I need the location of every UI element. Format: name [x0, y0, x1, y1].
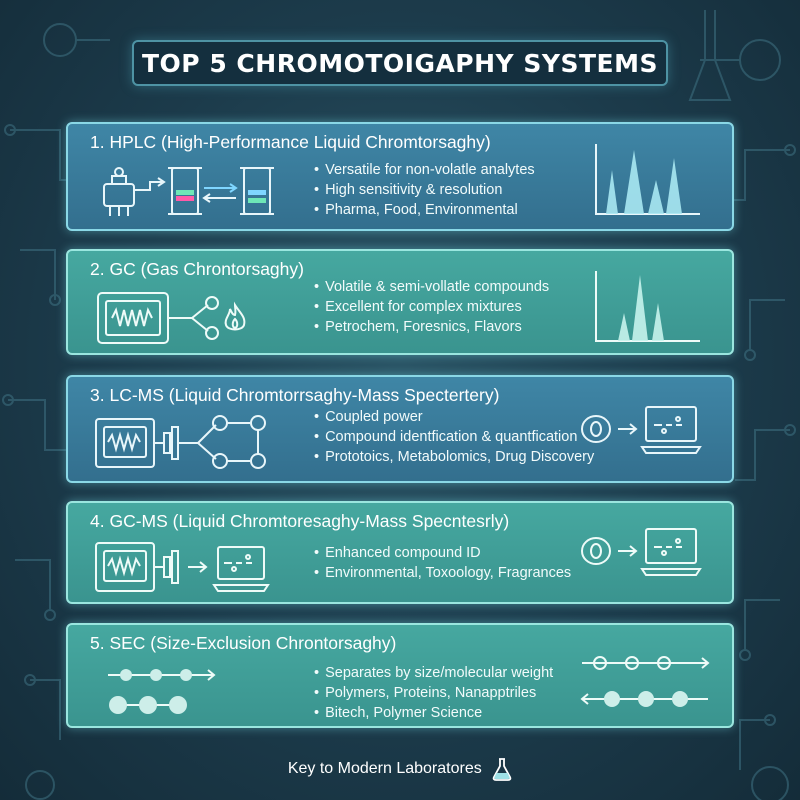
card-gc-ms: 4. GC-MS (Liquid Chromtoresaghy-Mass Spe… — [66, 501, 734, 604]
card-sec: 5. SEC (Size-Exclusion Chrontorsaghy) Se… — [66, 623, 734, 728]
flask-icon — [492, 758, 512, 781]
monitor-icon — [640, 406, 702, 454]
footer: Key to Modern Laboratores — [0, 757, 800, 781]
card-gc: 2. GC (Gas Chrontorsaghy) Volatile & sem… — [66, 249, 734, 355]
bullet-item: Excellent for complex mixtures — [314, 297, 549, 317]
bullet-item: High sensitivity & resolution — [314, 180, 535, 200]
bullet-item: Environmental, Toxoology, Fragrances — [314, 563, 571, 583]
gc-oven-icon — [97, 292, 219, 344]
card-title: 1. HPLC (High-Performance Liquid Chromto… — [90, 132, 491, 152]
chromatogram-peaks-icon — [595, 271, 700, 342]
mass-spec-icon — [95, 542, 270, 592]
bullet-list: Volatile & semi-vollatle compounds Excel… — [314, 277, 549, 337]
bullet-item: Coupled power — [314, 407, 594, 427]
card-hplc: 1. HPLC (High-Performance Liquid Chromto… — [66, 122, 734, 231]
footer-text: Key to Modern Laboratores — [287, 760, 482, 778]
mass-spec-icon — [95, 415, 266, 469]
detector-icon — [581, 415, 638, 443]
monitor-icon — [640, 528, 702, 576]
card-title: 3. LC-MS (Liquid Chromtorrsaghy-Mass Spe… — [90, 385, 500, 405]
bullet-item: Pharma, Food, Environmental — [314, 200, 535, 220]
bullet-item: Compound identfication & quantfication — [314, 427, 594, 447]
chromatogram-peaks-icon — [595, 144, 700, 215]
bullet-item: Separates by size/molecular weight — [314, 663, 553, 683]
hplc-apparatus-icon — [103, 167, 274, 216]
card-lc-ms: 3. LC-MS (Liquid Chromtorrsaghy-Mass Spe… — [66, 375, 734, 483]
bullet-list: Coupled power Compound identfication & q… — [314, 407, 594, 467]
molecule-chain-icon — [580, 656, 710, 707]
card-title: 2. GC (Gas Chrontorsaghy) — [90, 259, 304, 279]
bullet-item: Petrochem, Foresnics, Flavors — [314, 317, 549, 337]
bullet-list: Enhanced compound ID Environmental, Toxo… — [314, 543, 571, 583]
card-title: 5. SEC (Size-Exclusion Chrontorsaghy) — [90, 633, 397, 653]
page-title: TOP 5 CHROMOTOIGAPHY SYSTEMS — [142, 48, 658, 78]
title-banner: TOP 5 CHROMOTOIGAPHY SYSTEMS — [132, 40, 668, 86]
flame-icon — [224, 301, 246, 331]
bullet-item: Prototoics, Metabolomics, Drug Discovery — [314, 447, 594, 467]
bullet-item: Polymers, Proteins, Nanapptriles — [314, 683, 553, 703]
molecule-chain-icon — [108, 669, 216, 714]
detector-icon — [581, 537, 638, 565]
bullet-list: Separates by size/molecular weight Polym… — [314, 663, 553, 723]
bullet-list: Versatile for non-volatle analytes High … — [314, 160, 535, 220]
card-title: 4. GC-MS (Liquid Chromtoresaghy-Mass Spe… — [90, 511, 510, 531]
bullet-item: Volatile & semi-vollatle compounds — [314, 277, 549, 297]
bullet-item: Enhanced compound ID — [314, 543, 571, 563]
bullet-item: Bitech, Polymer Science — [314, 703, 553, 723]
bullet-item: Versatile for non-volatle analytes — [314, 160, 535, 180]
